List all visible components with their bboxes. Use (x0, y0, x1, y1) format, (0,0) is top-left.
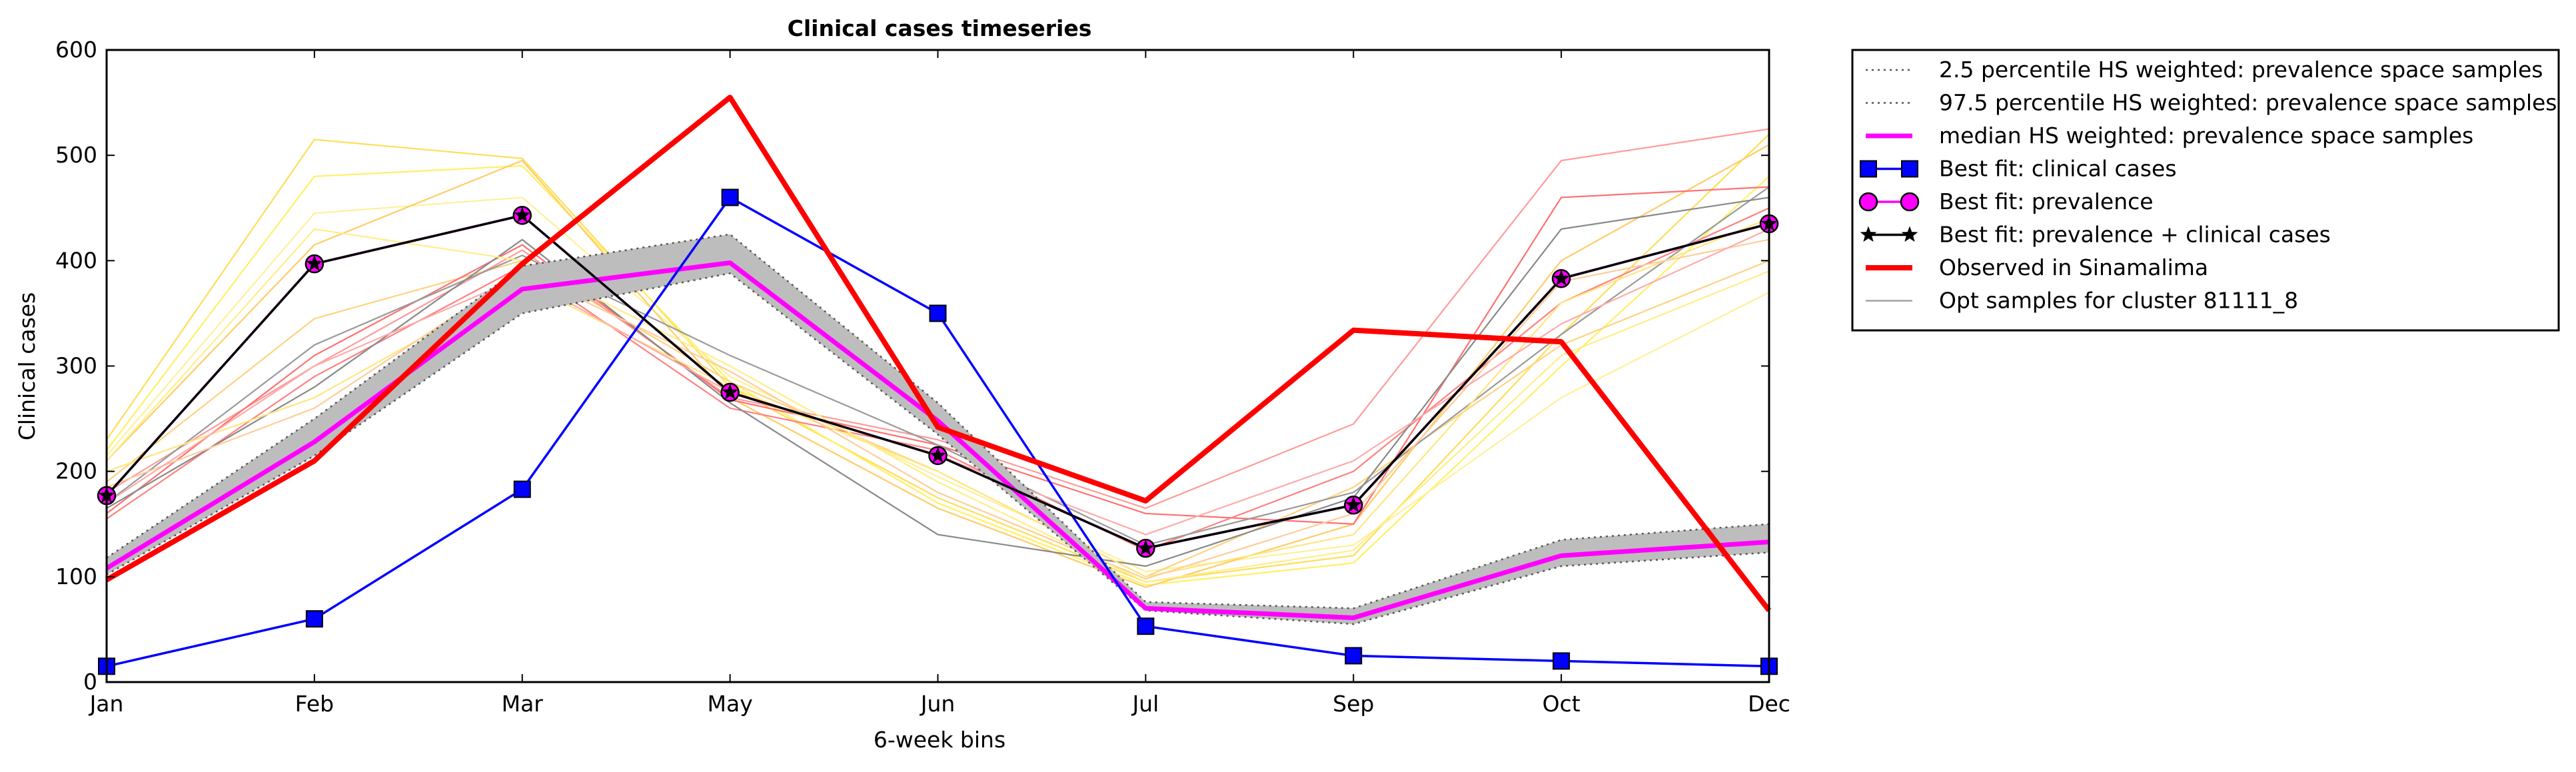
star-marker (930, 446, 946, 463)
square-marker (721, 189, 739, 206)
star-marker (1137, 540, 1154, 556)
opt-sample-line-3 (106, 196, 1770, 573)
axis-ticks: Jan Feb Mar May Jun Jul Sep Oct Dec 0 100 200 300 400… (55, 37, 1790, 717)
chart-title: Clinical cases timeseries (788, 15, 1092, 41)
star-marker (514, 206, 531, 222)
series-lines (105, 95, 1772, 668)
plot-area (97, 95, 1779, 675)
star-marker (722, 384, 738, 400)
legend-label-1: 2.5 percentile HS weighted: prevalence s… (1939, 57, 2543, 83)
square-marker (1137, 617, 1155, 635)
x-tick-label: May (708, 691, 753, 717)
legend-label-8: Opt samples for cluster 81111_8 (1939, 288, 2298, 314)
x-tick-label: Jan (89, 691, 124, 717)
y-axis-label: Clinical cases (14, 292, 40, 441)
y-tick-label: 200 (55, 458, 97, 484)
legend-marker (1901, 226, 1918, 242)
opt-sample-line-9 (106, 186, 1770, 546)
x-tick-label: Mar (502, 691, 544, 717)
series-line-3 (105, 260, 1770, 621)
legend-marker (1860, 160, 1877, 178)
square-marker (929, 304, 947, 322)
opt-sample-line-12 (106, 238, 1770, 580)
opt-sample-line-6 (106, 128, 1770, 510)
opt-sample-line-1 (106, 133, 1770, 583)
opt-sample-line-13 (106, 228, 1770, 583)
x-tick-label: Feb (295, 691, 334, 717)
opt-sample-line-14 (106, 228, 1770, 536)
y-tick-label: 0 (83, 669, 97, 695)
series-markers (97, 189, 1779, 675)
x-tick-label: Sep (1333, 691, 1374, 717)
x-tick-label: Jul (1131, 691, 1159, 717)
legend-label-7: Observed in Sinamalima (1939, 254, 2208, 280)
legend-marker (1858, 192, 1878, 212)
star-marker (306, 255, 323, 271)
series-line-7 (105, 95, 1772, 612)
legend-marker (1901, 160, 1918, 178)
opt-sample-line-10 (106, 196, 1770, 568)
y-tick-label: 600 (55, 37, 97, 63)
y-tick-label: 300 (55, 353, 97, 379)
square-marker (1345, 647, 1363, 665)
series-line-1 (106, 272, 1770, 625)
square-marker (1553, 652, 1571, 670)
star-marker (1345, 496, 1362, 512)
opt-sample-line-7 (106, 186, 1770, 525)
star-marker (1553, 270, 1570, 286)
opt-sample-line-11 (106, 218, 1770, 578)
legend-label-6: Best fit: prevalence + clinical cases (1939, 222, 2331, 248)
square-marker (513, 480, 531, 498)
legend-label-4: Best fit: clinical cases (1939, 156, 2177, 182)
y-tick-label: 500 (55, 142, 97, 168)
series-line-2 (106, 233, 1770, 609)
legend: 2.5 percentile HS weighted: prevalence s… (1851, 49, 2560, 332)
x-tick-label: Oct (1543, 691, 1581, 717)
legend-label-3: median HS weighted: prevalence space sam… (1939, 123, 2473, 149)
legend-box (1851, 49, 2560, 332)
square-marker (305, 610, 323, 628)
opt-sample-line-2 (106, 165, 1770, 586)
y-tick-label: 100 (55, 564, 97, 589)
y-tick-label: 400 (55, 247, 97, 273)
legend-label-5: Best fit: prevalence (1939, 189, 2154, 214)
x-axis-label: 6-week bins (874, 727, 1005, 753)
legend-marker (1860, 226, 1877, 242)
legend-marker (1900, 192, 1920, 212)
legend-label-2: 97.5 percentile HS weighted: prevalence … (1939, 90, 2557, 116)
opt-sample-line-4 (106, 144, 1770, 588)
x-tick-label: Dec (1748, 691, 1790, 717)
opt-sample-lines (106, 128, 1770, 588)
x-tick-label: Jun (920, 691, 956, 717)
